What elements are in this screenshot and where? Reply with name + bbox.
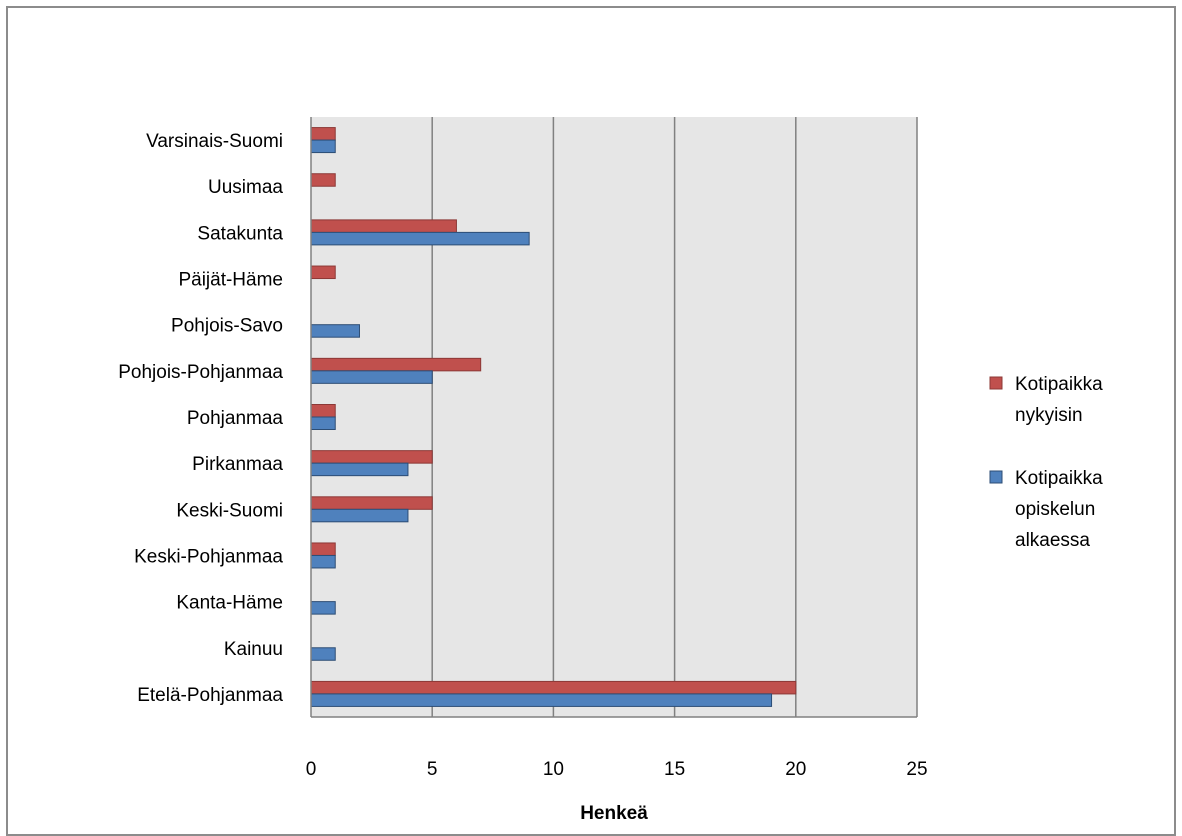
legend-label-line: opiskelun (1015, 499, 1095, 520)
bar-opiskelun-alkaessa (310, 508, 409, 523)
bar-opiskelun-alkaessa (310, 370, 433, 384)
bar-opiskelun-alkaessa (310, 324, 360, 338)
bar-opiskelun-alkaessa (310, 139, 336, 154)
bar-opiskelun-alkaessa (310, 462, 409, 477)
bar-nykyisin (310, 265, 336, 280)
category-label: Päijät-Häme (178, 270, 283, 291)
x-tick-labels: 0 5 10 15 20 25 (306, 759, 928, 780)
x-tick-label: 0 (306, 759, 317, 780)
legend-swatch-opiskelun-alkaessa (989, 470, 1003, 484)
category-label: Varsinais-Suomi (146, 131, 283, 152)
x-axis-title: Henkeä (580, 803, 648, 824)
bar-opiskelun-alkaessa (310, 693, 773, 707)
legend-label-line: Kotipaikka (1015, 468, 1103, 489)
x-tick-label: 10 (543, 759, 564, 780)
category-label: Pohjanmaa (187, 408, 284, 429)
x-tick-label: 5 (427, 759, 438, 780)
x-tick-label: 15 (664, 759, 685, 780)
category-label: Etelä-Pohjanmaa (137, 685, 283, 706)
category-label: Keski-Suomi (176, 500, 283, 521)
legend-label-line: alkaessa (1015, 530, 1090, 551)
bar-nykyisin (310, 404, 336, 418)
category-label: Kanta-Häme (176, 593, 283, 614)
gridlines (431, 117, 918, 717)
bar-nykyisin (310, 173, 336, 187)
bar-nykyisin (310, 357, 482, 372)
category-label: Pirkanmaa (192, 454, 283, 475)
category-label: Uusimaa (208, 177, 283, 198)
bar-opiskelun-alkaessa (310, 601, 336, 615)
bar-nykyisin (310, 450, 433, 464)
category-label: Kainuu (224, 639, 283, 660)
bar-opiskelun-alkaessa (310, 416, 336, 430)
plot-area (311, 117, 917, 717)
x-tick-label: 20 (785, 759, 806, 780)
legend-label-line: nykyisin (1015, 405, 1083, 426)
x-tick-label: 25 (906, 759, 927, 780)
bar-nykyisin (310, 496, 433, 510)
category-labels: Etelä-Pohjanmaa Kainuu Kanta-Häme Keski-Poh… (118, 131, 283, 706)
legend: Kotipaikka nykyisin Kotipaikka opiskelun… (989, 374, 1103, 551)
bar-nykyisin (310, 219, 457, 233)
legend-item-nykyisin: Kotipaikka nykyisin (989, 374, 1103, 426)
category-label: Pohjois-Pohjanmaa (118, 362, 283, 383)
legend-item-opiskelun-alkaessa: Kotipaikka opiskelun alkaessa (989, 468, 1103, 551)
category-label: Pohjois-Savo (171, 316, 283, 337)
category-label: Satakunta (197, 223, 283, 244)
bar-opiskelun-alkaessa (310, 231, 530, 246)
legend-swatch-nykyisin (989, 376, 1003, 390)
bar-nykyisin (310, 542, 336, 556)
bar-nykyisin (310, 680, 797, 695)
category-label: Keski-Pohjanmaa (134, 546, 283, 567)
bar-opiskelun-alkaessa (310, 647, 336, 661)
bar-nykyisin (310, 127, 336, 141)
legend-label-line: Kotipaikka (1015, 374, 1103, 395)
bar-opiskelun-alkaessa (310, 554, 336, 569)
